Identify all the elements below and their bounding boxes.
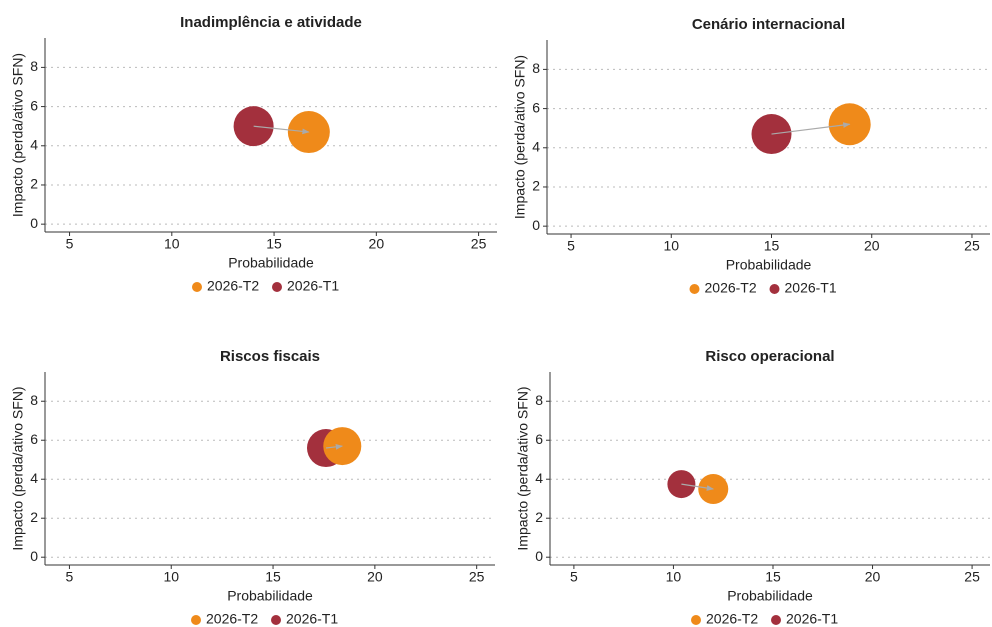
y-tick-label: 4 [30,470,38,486]
x-axis-label: Probabilidade [227,588,313,604]
y-tick-label: 4 [535,470,543,486]
y-tick-label: 6 [532,99,540,115]
change-arrow [253,125,310,135]
legend-marker [192,282,202,292]
legend-marker [191,615,201,625]
legend-label: 2026-T2 [206,611,258,627]
y-tick-label: 0 [30,548,38,564]
y-tick-label: 6 [30,97,38,113]
panel-title: Risco operacional [705,348,834,365]
legend-label: 2026-T1 [286,611,338,627]
legend-marker [272,282,282,292]
panel-title: Inadimplência e atividade [180,14,362,31]
y-tick-label: 4 [30,136,38,152]
x-axis-label: Probabilidade [727,588,813,604]
panel-title: Riscos fiscais [220,348,320,365]
x-tick-label: 5 [66,236,74,252]
y-tick-label: 2 [30,509,38,525]
legend-marker [769,284,780,294]
panel-title: Cenário internacional [692,16,845,33]
legend-marker [691,615,701,625]
legend-label: 2026-T2 [207,278,259,294]
change-arrow [771,122,851,135]
x-tick-label: 25 [471,236,487,252]
x-tick-label: 15 [765,569,781,585]
x-tick-label: 5 [66,569,74,585]
y-tick-label: 6 [30,431,38,447]
y-tick-label: 0 [535,548,543,564]
legend-label: 2026-T2 [706,611,758,627]
legend-label: 2026-T1 [287,278,339,294]
legend-label: 2026-T1 [785,280,837,296]
y-tick-label: 0 [30,215,38,231]
y-tick-label: 8 [532,60,540,76]
y-tick-label: 8 [535,392,543,408]
legend-marker [771,615,781,625]
legend-label: 2026-T1 [786,611,838,627]
panel: Risco operacional 0 2 4 6 8 5 10 15 20 25 Probabili… [515,348,990,627]
x-tick-label: 20 [369,236,385,252]
panel: Riscos fiscais 0 2 4 6 8 5 10 15 20 25 Probabilidad… [10,348,495,627]
y-tick-label: 2 [532,178,540,194]
x-tick-label: 25 [469,569,485,585]
y-tick-label: 8 [30,58,38,74]
x-tick-label: 20 [864,238,880,254]
y-tick-label: 0 [532,217,540,233]
x-tick-label: 10 [163,569,179,585]
legend-marker [271,615,281,625]
x-tick-label: 5 [570,569,578,585]
x-tick-label: 15 [265,569,281,585]
y-tick-label: 6 [535,431,543,447]
x-tick-label: 20 [865,569,881,585]
y-tick-label: 4 [532,138,540,154]
legend-marker [689,284,700,294]
change-arrow [681,483,714,491]
x-tick-label: 10 [663,238,679,254]
panel: Inadimplência e atividade 0 2 4 6 8 5 10 15 20 25 P… [10,14,497,294]
change-arrow [325,443,343,450]
y-axis-label: Impacto (perda/ativo SFN) [10,386,26,550]
x-tick-label: 25 [964,569,980,585]
panel: Cenário internacional 0 2 4 6 8 5 10 15 20 25 Proba… [512,16,990,296]
y-axis-label: Impacto (perda/ativo SFN) [512,55,528,219]
x-tick-label: 15 [764,238,780,254]
y-tick-label: 8 [30,392,38,408]
x-tick-label: 15 [266,236,282,252]
y-axis-label: Impacto (perda/ativo SFN) [515,386,531,550]
legend-label: 2026-T2 [705,280,757,296]
y-tick-label: 2 [30,176,38,192]
x-tick-label: 20 [367,569,383,585]
y-tick-label: 2 [535,509,543,525]
x-tick-label: 10 [666,569,682,585]
x-tick-label: 25 [964,238,980,254]
x-tick-label: 5 [567,238,575,254]
x-tick-label: 10 [164,236,180,252]
x-axis-label: Probabilidade [726,257,812,273]
x-axis-label: Probabilidade [228,255,314,271]
y-axis-label: Impacto (perda/ativo SFN) [10,53,26,217]
